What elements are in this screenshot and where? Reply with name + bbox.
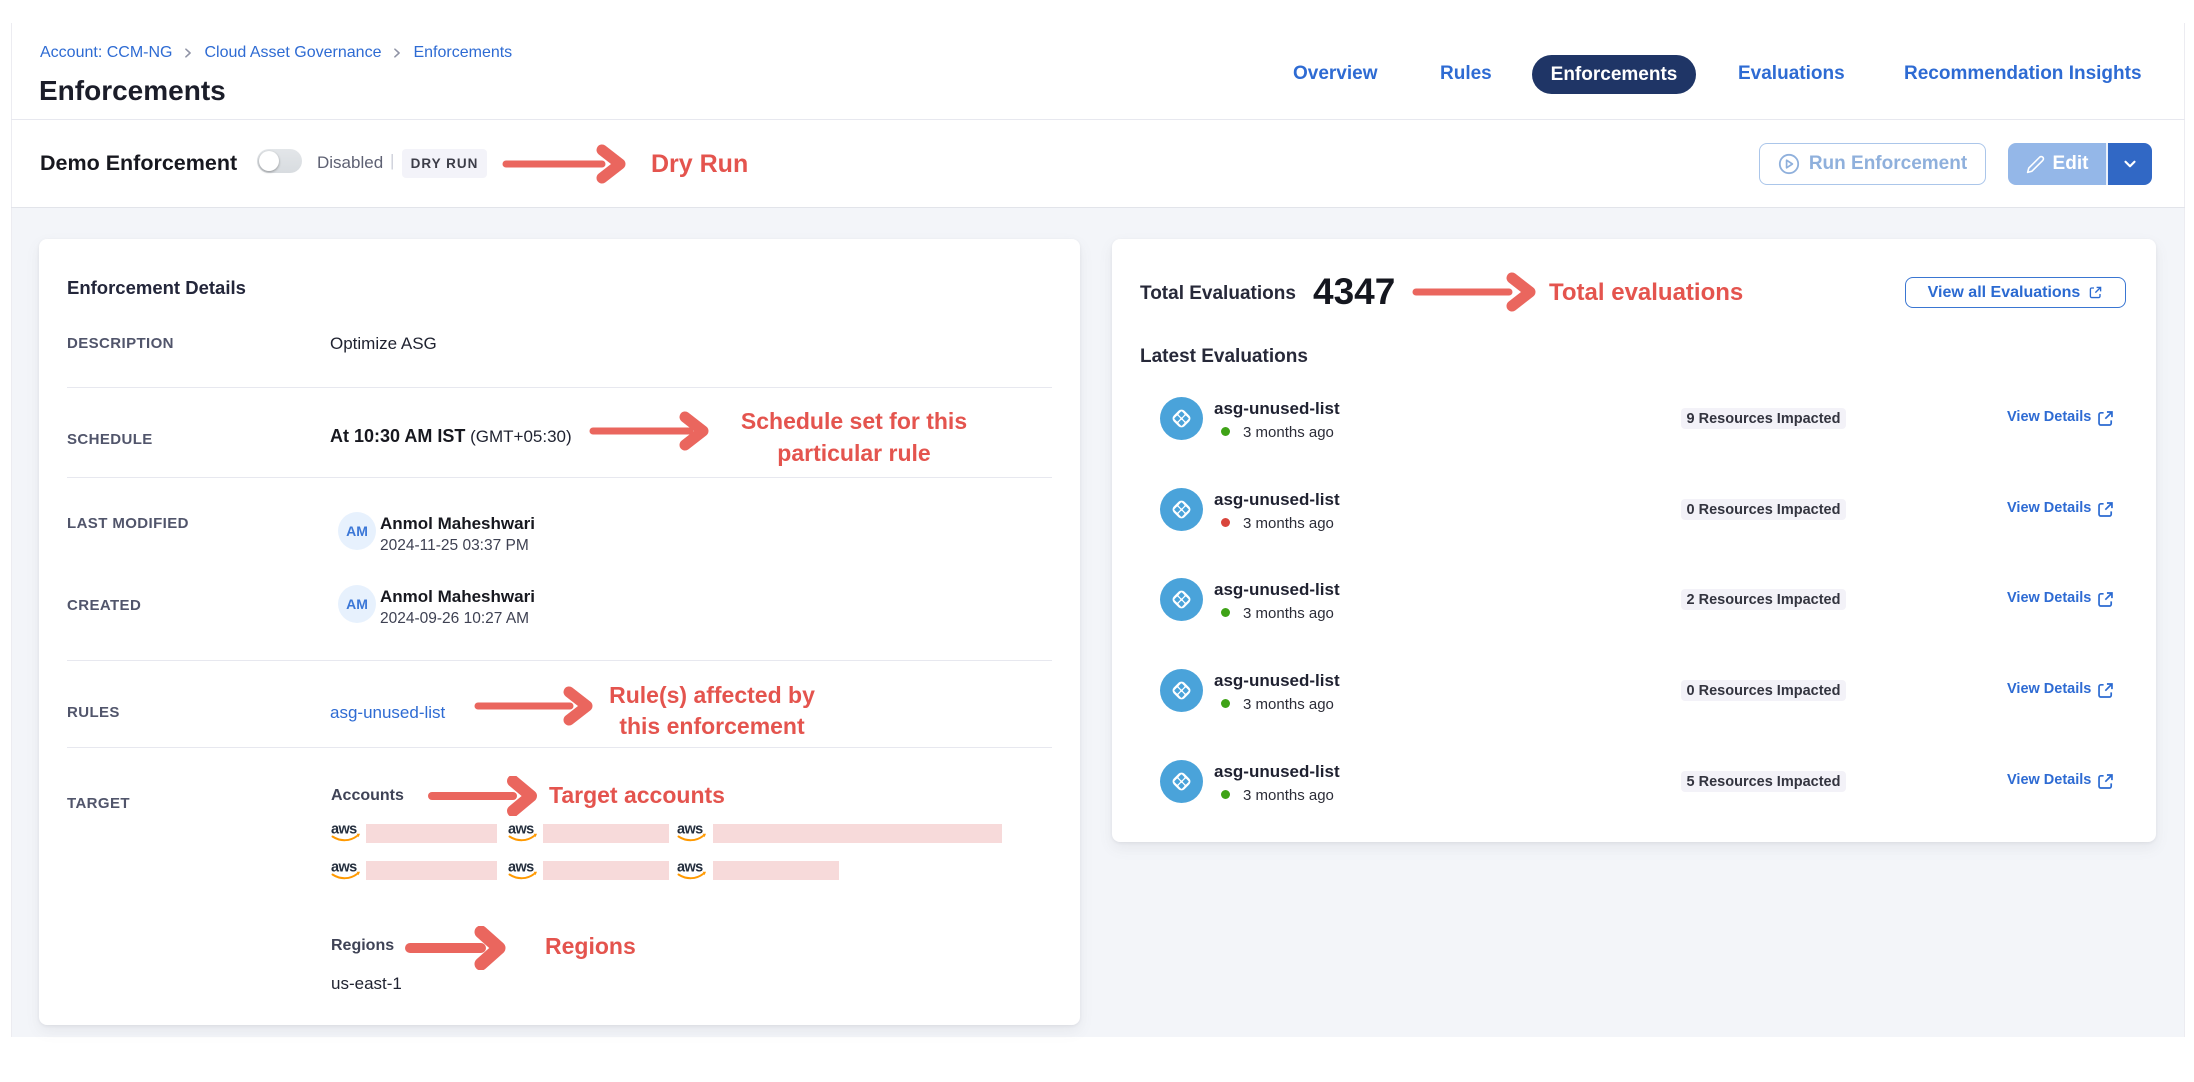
svg-text:aws: aws — [677, 822, 703, 838]
svg-text:aws: aws — [331, 822, 357, 838]
svg-text:aws: aws — [508, 860, 534, 876]
svg-text:aws: aws — [331, 860, 357, 876]
svg-text:aws: aws — [677, 860, 703, 876]
svg-text:aws: aws — [508, 822, 534, 838]
